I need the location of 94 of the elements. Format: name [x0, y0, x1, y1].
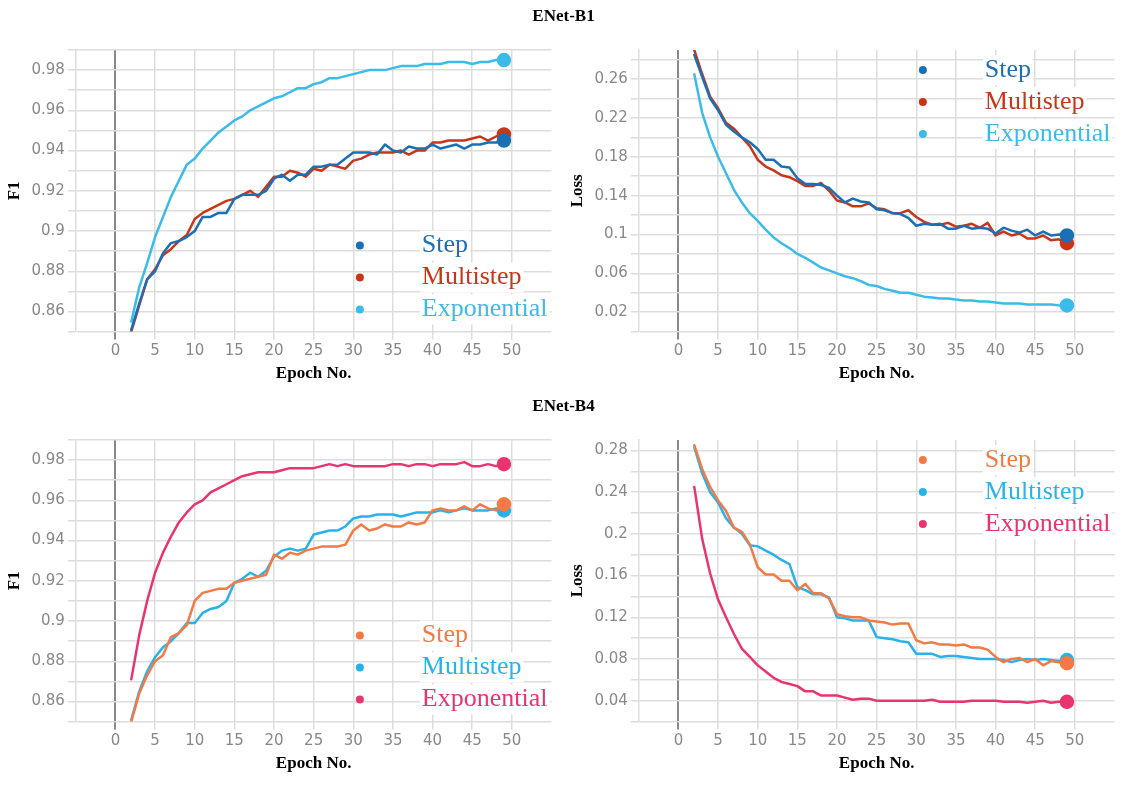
- chart-title: ENet-B4: [531, 396, 596, 416]
- x-tick-label: 0: [110, 341, 121, 360]
- x-tick-label: 35: [383, 341, 403, 360]
- x-tick-label: 15: [787, 341, 807, 360]
- x-tick-label: 35: [946, 731, 966, 750]
- x-tick-label: 30: [343, 731, 363, 750]
- x-axis-title: Epoch No.: [838, 363, 915, 383]
- x-tick-label: 5: [713, 341, 723, 360]
- y-tick-label: 0.96: [31, 490, 65, 509]
- y-axis-title: Loss: [566, 173, 586, 208]
- x-tick-label: 50: [502, 731, 522, 750]
- x-tick-label: 30: [906, 341, 926, 360]
- y-tick-label: 0.98: [31, 450, 65, 468]
- y-tick-label: 0.86: [31, 301, 65, 320]
- chart-title: ENet-B1: [531, 6, 596, 26]
- y-axis-title: F1: [3, 181, 23, 201]
- y-tick-label: 0.86: [31, 691, 65, 710]
- x-axis-title: Epoch No.: [275, 753, 352, 773]
- x-tick-label: 30: [906, 731, 926, 750]
- y-tick-label: 0.06: [594, 263, 628, 282]
- x-tick-label: 40: [986, 731, 1006, 750]
- x-tick-label: 20: [827, 731, 847, 750]
- y-axis-title: F1: [3, 571, 23, 591]
- x-tick-label: 0: [673, 731, 684, 750]
- y-tick-label: 0.18: [594, 146, 628, 165]
- y-tick-label: 0.26: [594, 69, 628, 88]
- x-tick-label: 50: [502, 341, 522, 360]
- x-tick-label: 40: [986, 341, 1006, 360]
- x-tick-label: 25: [867, 731, 887, 750]
- x-tick-label: 40: [423, 731, 443, 750]
- legend-label: Exponential: [421, 293, 548, 323]
- y-axis-title: Loss: [566, 563, 586, 598]
- y-tick-label: 0.88: [31, 651, 65, 670]
- x-tick-label: 5: [150, 731, 160, 750]
- x-tick-label: 20: [264, 341, 284, 360]
- x-tick-label: 45: [1025, 341, 1045, 360]
- x-tick-label: 30: [343, 341, 363, 360]
- x-tick-label: 20: [827, 341, 847, 360]
- legend-label: Multistep: [984, 85, 1085, 115]
- x-tick-label: 20: [264, 731, 284, 750]
- legend-label: Exponential: [421, 683, 548, 713]
- y-tick-label: 0.08: [594, 648, 628, 667]
- x-tick-label: 10: [748, 341, 768, 360]
- x-axis-title: Epoch No.: [838, 753, 915, 773]
- legend-label: Step: [421, 619, 469, 649]
- x-tick-label: 5: [713, 731, 723, 750]
- legend-label: Exponential: [984, 507, 1111, 537]
- y-tick-label: 0.24: [594, 482, 628, 501]
- x-tick-label: 15: [787, 731, 807, 750]
- y-tick-label: 0.88: [31, 261, 65, 280]
- x-tick-label: 25: [304, 341, 324, 360]
- x-tick-label: 25: [304, 731, 324, 750]
- y-tick-label: 0.16: [594, 565, 628, 584]
- y-tick-label: 0.94: [31, 140, 65, 159]
- y-tick-label: 0.9: [40, 220, 65, 239]
- x-tick-label: 40: [423, 341, 443, 360]
- x-tick-label: 35: [946, 341, 966, 360]
- x-tick-label: 10: [185, 731, 205, 750]
- x-tick-label: 15: [224, 731, 244, 750]
- y-tick-label: 0.1: [603, 224, 628, 243]
- y-tick-label: 0.2: [603, 523, 628, 542]
- y-tick-label: 0.02: [594, 302, 628, 321]
- x-tick-label: 35: [383, 731, 403, 750]
- x-tick-label: 15: [224, 341, 244, 360]
- x-tick-label: 50: [1065, 341, 1085, 360]
- legend-label: Multistep: [421, 651, 522, 681]
- x-tick-label: 5: [150, 341, 160, 360]
- y-tick-label: 0.92: [31, 180, 65, 199]
- legend-label: Step: [984, 443, 1032, 473]
- legend-label: Step: [421, 229, 469, 259]
- legend-label: Step: [984, 53, 1032, 83]
- x-tick-label: 0: [673, 341, 684, 360]
- x-tick-label: 0: [110, 731, 121, 750]
- y-tick-label: 0.94: [31, 530, 65, 549]
- x-tick-label: 45: [1025, 731, 1045, 750]
- x-tick-label: 50: [1065, 731, 1085, 750]
- y-tick-label: 0.92: [31, 570, 65, 589]
- y-tick-label: 0.28: [594, 440, 628, 459]
- y-tick-label: 0.98: [31, 60, 65, 78]
- x-tick-label: 10: [185, 341, 205, 360]
- x-axis-title: Epoch No.: [275, 363, 352, 383]
- y-tick-label: 0.22: [594, 107, 628, 126]
- y-tick-label: 0.12: [594, 607, 628, 626]
- y-tick-label: 0.04: [594, 690, 628, 709]
- y-tick-label: 0.9: [40, 610, 65, 629]
- x-tick-label: 10: [748, 731, 768, 750]
- x-tick-label: 45: [462, 731, 482, 750]
- x-tick-label: 25: [867, 341, 887, 360]
- legend-label: Multistep: [984, 475, 1085, 505]
- legend-label: Exponential: [984, 117, 1111, 147]
- y-tick-label: 0.96: [31, 100, 65, 119]
- x-tick-label: 45: [462, 341, 482, 360]
- y-tick-label: 0.14: [594, 185, 628, 204]
- legend-label: Multistep: [421, 261, 522, 291]
